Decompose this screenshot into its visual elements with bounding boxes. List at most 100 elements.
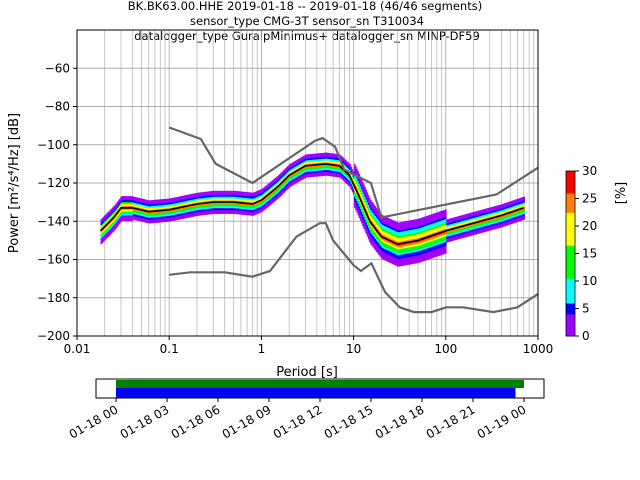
heatmap-cell [434, 239, 437, 242]
heatmap-cell [331, 174, 333, 177]
heatmap-cell [450, 221, 453, 225]
heatmap-cell [339, 173, 341, 176]
heatmap-cell [225, 194, 227, 197]
heatmap-cell [324, 164, 326, 167]
heatmap-cell [129, 201, 131, 204]
heatmap-cell [312, 161, 315, 164]
heatmap-cell [143, 206, 145, 209]
heatmap-cell [258, 205, 260, 208]
heatmap-cell [410, 262, 413, 265]
heatmap-cell [107, 215, 109, 218]
heatmap-cell [129, 213, 131, 216]
heatmap-cell [324, 160, 326, 163]
heatmap-cell [165, 219, 167, 222]
heatmap-cell [366, 211, 369, 214]
heatmap-cell [434, 247, 437, 250]
heatmap-cell [298, 166, 301, 169]
heatmap-cell [349, 183, 351, 186]
heatmap-cell [233, 208, 235, 211]
heatmap-cell [186, 211, 189, 215]
heatmap-cell [162, 220, 165, 223]
heatmap-cell [424, 224, 426, 227]
heatmap-cell [288, 164, 290, 167]
heatmap-cell [143, 199, 145, 202]
heatmap-cell [113, 213, 115, 216]
heatmap-cell [140, 204, 143, 207]
heatmap-cell [335, 155, 338, 158]
heatmap-cell [268, 190, 271, 193]
heatmap-cell [399, 250, 401, 254]
heatmap-cell [185, 212, 188, 215]
heatmap-cell [332, 164, 334, 168]
heatmap-cell [468, 219, 470, 222]
heatmap-cell [470, 216, 472, 219]
heatmap-cell [305, 171, 308, 174]
heatmap-cell [382, 244, 385, 247]
heatmap-cell [273, 198, 275, 201]
heatmap-cell [155, 211, 158, 214]
heatmap-cell [463, 227, 466, 231]
heatmap-cell [377, 251, 379, 254]
heatmap-cell [371, 239, 373, 242]
heatmap-cell [211, 192, 213, 196]
heatmap-cell [130, 211, 132, 214]
heatmap-cell [354, 205, 356, 208]
heatmap-cell [346, 162, 348, 165]
heatmap-cell [434, 249, 437, 252]
heatmap-cell [243, 195, 245, 198]
heatmap-cell [201, 199, 204, 202]
heatmap-cell [396, 227, 399, 230]
heatmap-cell [387, 244, 389, 247]
heatmap-cell [165, 217, 167, 221]
heatmap-cell [450, 233, 453, 236]
heatmap-cell [419, 241, 422, 244]
heatmap-cell [307, 156, 310, 159]
heatmap-cell [311, 171, 313, 174]
heatmap-cell [100, 224, 102, 227]
heatmap-cell [132, 217, 135, 220]
heatmap-cell [443, 234, 446, 237]
heatmap-cell [460, 215, 462, 218]
heatmap-cell [113, 210, 115, 213]
heatmap-cell [237, 208, 240, 211]
heatmap-cell [450, 218, 453, 221]
heatmap-cell [280, 190, 282, 193]
heatmap-cell [397, 247, 400, 250]
heatmap-cell [396, 247, 399, 250]
heatmap-cell [357, 178, 359, 181]
heatmap-cell [331, 155, 333, 158]
heatmap-cell [117, 200, 120, 203]
heatmap-cell [404, 236, 407, 239]
heatmap-cell [434, 222, 437, 225]
heatmap-cell [423, 220, 425, 223]
heatmap-cell [157, 211, 159, 214]
heatmap-cell [269, 200, 272, 204]
heatmap-cell [396, 233, 399, 236]
heatmap-cell [116, 203, 119, 206]
heatmap-cell [244, 193, 247, 196]
heatmap-cell [416, 255, 418, 258]
heatmap-cell [221, 208, 224, 211]
heatmap-cell [109, 225, 112, 228]
heatmap-cell [402, 257, 404, 261]
heatmap-cell [447, 220, 449, 224]
heatmap-cell [220, 208, 222, 211]
heatmap-cell [271, 188, 273, 191]
heatmap-cell [335, 157, 338, 160]
heatmap-cell [233, 194, 235, 197]
heatmap-cell [279, 193, 281, 196]
heatmap-cell [442, 244, 445, 247]
heatmap-cell [443, 228, 446, 232]
heatmap-cell [169, 204, 172, 207]
heatmap-cell [482, 230, 484, 233]
heatmap-cell [418, 251, 421, 254]
heatmap-cell [378, 220, 380, 223]
heatmap-cell [454, 219, 456, 222]
heatmap-cell [280, 172, 282, 175]
heatmap-cell [455, 235, 457, 239]
heatmap-cell [150, 211, 152, 214]
heatmap-cell [218, 198, 220, 201]
heatmap-cell [181, 203, 183, 206]
heatmap-cell [128, 199, 130, 203]
heatmap-cell [324, 156, 326, 159]
